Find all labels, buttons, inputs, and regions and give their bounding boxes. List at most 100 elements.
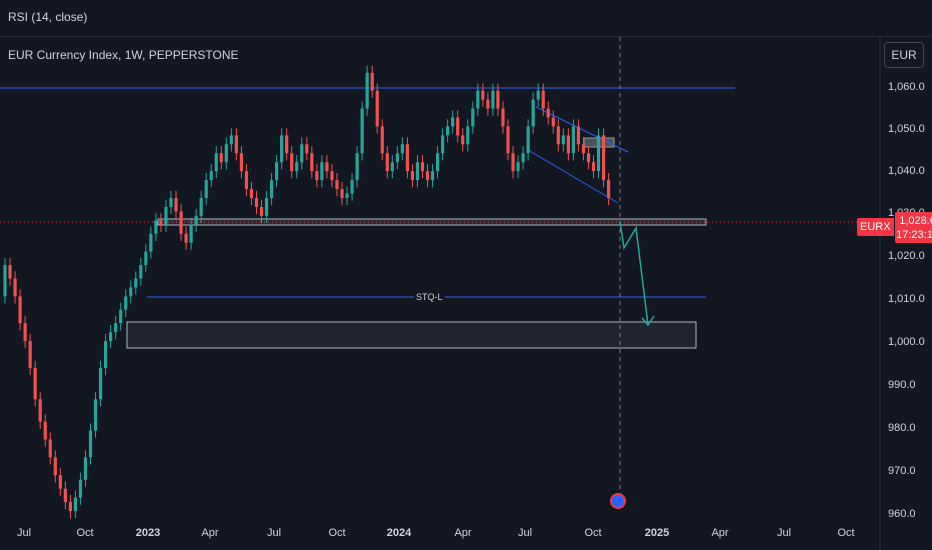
candle-body [234,135,238,154]
candle-body [345,193,349,198]
candle-body [164,206,168,225]
candle-body [214,153,218,172]
candle-body [199,198,203,216]
candle-body [275,162,279,181]
candle-body [310,153,314,172]
x-tick-label: Jul [266,527,282,539]
y-tick-label: 960.0 [888,508,916,520]
candle-body [169,198,173,207]
candle-body [400,144,404,154]
projection-arrowhead [641,315,655,327]
candle-body [546,108,550,118]
x-tick-label: Apr [201,527,219,539]
candle-body [315,171,319,181]
price-tag-box: 1,028.6 17:23:18 [894,212,932,243]
currency-button[interactable]: EUR [884,42,924,68]
candle-body [415,162,420,181]
last-price-tag: EURX 1,028.6 17:23:18 [857,212,932,243]
y-tick-label: 1,050.0 [888,123,925,135]
candle-body [491,90,495,109]
candle-body [124,296,128,310]
candle-body [179,211,183,234]
candle-body [28,341,32,368]
candle-body [566,135,570,154]
candle-body [425,171,430,181]
x-tick-label: 2023 [135,527,161,539]
candle-body [571,126,575,154]
candle-body [280,135,284,163]
candle-body [365,72,369,109]
candle-body [189,224,193,243]
channel-bottom-line [527,149,619,204]
candle-body [405,144,409,172]
candle-body [521,153,525,163]
candle-body [104,341,108,368]
candle-body [576,126,581,145]
candle-body [48,439,52,458]
candle-body [511,153,515,172]
candle-body [244,171,249,190]
price-tag-countdown: 17:23:18 [896,229,932,241]
economic-event-icon[interactable] [610,493,626,509]
rsi-indicator-label[interactable]: RSI (14, close) [8,10,88,24]
candle-body [541,90,545,109]
candle-body [38,399,42,422]
candle-body [461,135,465,145]
candle-body [410,171,415,181]
candle-body [501,108,505,127]
candle-body [506,126,510,154]
x-tick-label: Jul [776,527,792,539]
candle-body [325,162,329,172]
candle-body [496,90,500,109]
candle-body [526,126,530,154]
candle-body [224,144,228,163]
candle-body [516,162,520,172]
candle-body [330,171,334,181]
candle-body [350,180,354,194]
candle-body [370,72,374,91]
candle-body [591,162,596,172]
candle-body [285,135,289,154]
candle-body [139,265,143,279]
channel-top-line [535,106,629,153]
candle-body [73,497,78,512]
candle-body [355,153,359,181]
candle-body [134,278,138,288]
support-zone [157,218,707,226]
candle-body [561,135,565,145]
candle-body [53,457,57,476]
candle-body [536,90,540,100]
candle-body [607,180,611,198]
price-tag-symbol: EURX [857,218,894,236]
rsi-pane[interactable]: RSI (14, close) [0,0,932,37]
x-tick-label: Oct [584,527,602,539]
x-tick-label: 2025 [644,527,670,539]
candle-body [119,309,123,324]
candle-body [204,180,208,198]
x-tick-label: Apr [454,527,472,539]
symbol-title[interactable]: EUR Currency Index, 1W, PEPPERSTONE [8,48,239,62]
candle-body [380,126,384,154]
candle-body [481,90,485,100]
candle-body [83,457,88,480]
x-tick-label: Apr [711,527,729,539]
candle-body [586,153,591,163]
candle-body [551,117,555,127]
candle-body [109,332,113,342]
candle-body [149,233,153,252]
y-tick-label: 1,040.0 [888,165,925,177]
candle-body [88,430,93,458]
candle-body [159,220,163,225]
candle-body [375,90,379,127]
projection-path [619,221,649,326]
price-tag-value: 1,028.6 [899,215,932,227]
candle-body [441,135,445,154]
candle-body [420,162,425,172]
candle-body [174,198,178,212]
candle-body [531,99,535,127]
target-zone [126,321,697,349]
candle-body [290,153,294,172]
candle-body [194,215,198,225]
candle-body [249,189,254,198]
